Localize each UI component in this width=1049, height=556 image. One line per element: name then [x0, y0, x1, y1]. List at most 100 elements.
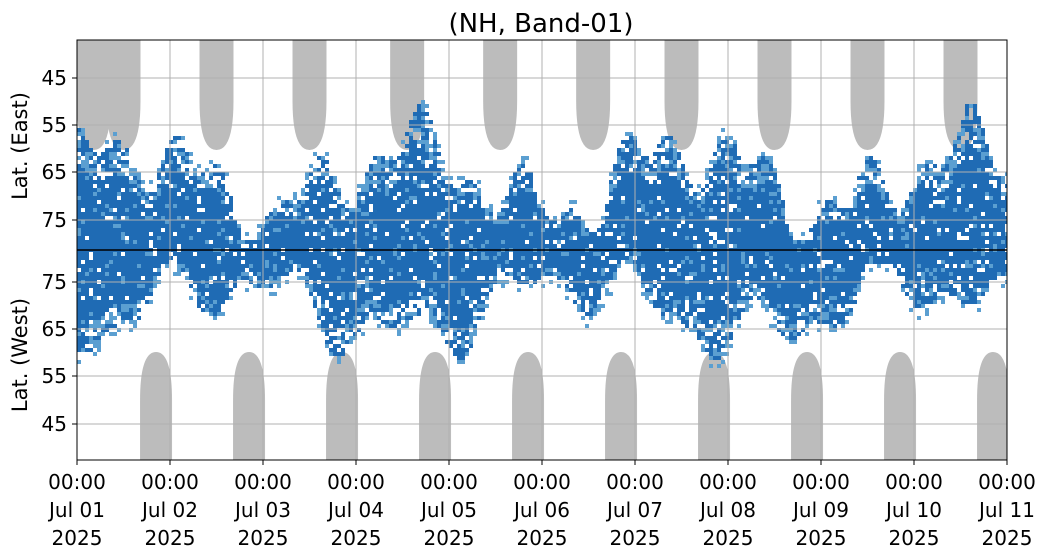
- coverage-cell: [157, 220, 161, 224]
- coverage-cell: [265, 224, 269, 228]
- coverage-cell: [685, 324, 689, 328]
- coverage-cell: [133, 308, 137, 312]
- coverage-cell: [557, 228, 561, 232]
- coverage-cell: [557, 224, 561, 228]
- coverage-cell: [721, 232, 725, 236]
- coverage-cell: [101, 232, 105, 236]
- coverage-cell: [649, 244, 653, 248]
- coverage-cell: [309, 236, 313, 240]
- coverage-cell: [201, 292, 205, 296]
- coverage-cell: [269, 256, 273, 260]
- coverage-cell: [673, 180, 677, 184]
- coverage-cell: [121, 152, 125, 156]
- coverage-cell: [81, 288, 85, 292]
- coverage-cell: [433, 296, 437, 300]
- coverage-cell: [125, 180, 129, 184]
- coverage-cell: [233, 220, 237, 224]
- coverage-cell: [221, 264, 225, 268]
- coverage-cell: [421, 228, 425, 232]
- coverage-cell: [669, 176, 673, 180]
- coverage-cell: [705, 176, 709, 180]
- coverage-cell: [509, 200, 513, 204]
- coverage-cell: [409, 220, 413, 224]
- coverage-cell: [345, 320, 349, 324]
- coverage-cell: [545, 256, 549, 260]
- coverage-cell: [437, 212, 441, 216]
- coverage-cell: [717, 304, 721, 308]
- coverage-cell: [381, 240, 385, 244]
- coverage-cell: [477, 292, 481, 296]
- coverage-cell: [229, 200, 233, 204]
- coverage-cell: [325, 172, 329, 176]
- coverage-cell: [685, 320, 689, 324]
- coverage-cell: [321, 300, 325, 304]
- coverage-cell: [273, 208, 277, 212]
- coverage-cell: [465, 300, 469, 304]
- coverage-cell: [557, 268, 561, 272]
- coverage-cell: [573, 268, 577, 272]
- coverage-cell: [365, 192, 369, 196]
- coverage-cell: [629, 152, 633, 156]
- coverage-cell: [529, 216, 533, 220]
- coverage-cell: [565, 216, 569, 220]
- coverage-cell: [445, 276, 449, 280]
- coverage-cell: [145, 212, 149, 216]
- coverage-cell: [369, 176, 373, 180]
- coverage-cell: [461, 232, 465, 236]
- coverage-cell: [329, 328, 333, 332]
- coverage-cell: [321, 184, 325, 188]
- coverage-cell: [717, 200, 721, 204]
- coverage-cell: [425, 296, 429, 300]
- coverage-cell: [229, 240, 233, 244]
- coverage-cell: [209, 244, 213, 248]
- coverage-cell: [609, 256, 613, 260]
- coverage-cell: [437, 320, 441, 324]
- coverage-cell: [397, 252, 401, 256]
- coverage-cell: [457, 296, 461, 300]
- coverage-cell: [661, 296, 665, 300]
- coverage-cell: [689, 232, 693, 236]
- coverage-cell: [705, 292, 709, 296]
- coverage-cell: [669, 212, 673, 216]
- coverage-cell: [665, 300, 669, 304]
- coverage-cell: [297, 216, 301, 220]
- coverage-cell: [569, 264, 573, 268]
- coverage-cell: [81, 336, 85, 340]
- coverage-cell: [225, 232, 229, 236]
- coverage-cell: [489, 232, 493, 236]
- coverage-cell: [593, 296, 597, 300]
- coverage-cell: [605, 216, 609, 220]
- coverage-cell: [645, 228, 649, 232]
- coverage-cell: [117, 220, 121, 224]
- coverage-cell: [145, 272, 149, 276]
- coverage-cell: [381, 176, 385, 180]
- coverage-cell: [157, 196, 161, 200]
- coverage-cell: [405, 312, 409, 316]
- coverage-cell: [197, 236, 201, 240]
- coverage-cell: [669, 144, 673, 148]
- coverage-cell: [657, 164, 661, 168]
- coverage-cell: [445, 328, 449, 332]
- coverage-cell: [733, 148, 737, 152]
- coverage-cell: [157, 272, 161, 276]
- coverage-cell: [217, 268, 221, 272]
- coverage-cell: [705, 196, 709, 200]
- coverage-cell: [477, 208, 481, 212]
- coverage-cell: [709, 256, 713, 260]
- coverage-cell: [705, 316, 709, 320]
- coverage-cell: [225, 204, 229, 208]
- coverage-cell: [357, 204, 361, 208]
- coverage-cell: [113, 164, 117, 168]
- coverage-cell: [533, 200, 537, 204]
- coverage-cell: [449, 240, 453, 244]
- coverage-cell: [489, 244, 493, 248]
- coverage-cell: [637, 252, 641, 256]
- coverage-cell: [413, 164, 417, 168]
- coverage-cell: [609, 268, 613, 272]
- coverage-cell: [653, 304, 657, 308]
- coverage-cell: [697, 260, 701, 264]
- coverage-cell: [709, 212, 713, 216]
- coverage-cell: [273, 272, 277, 276]
- coverage-cell: [101, 236, 105, 240]
- coverage-cell: [621, 160, 625, 164]
